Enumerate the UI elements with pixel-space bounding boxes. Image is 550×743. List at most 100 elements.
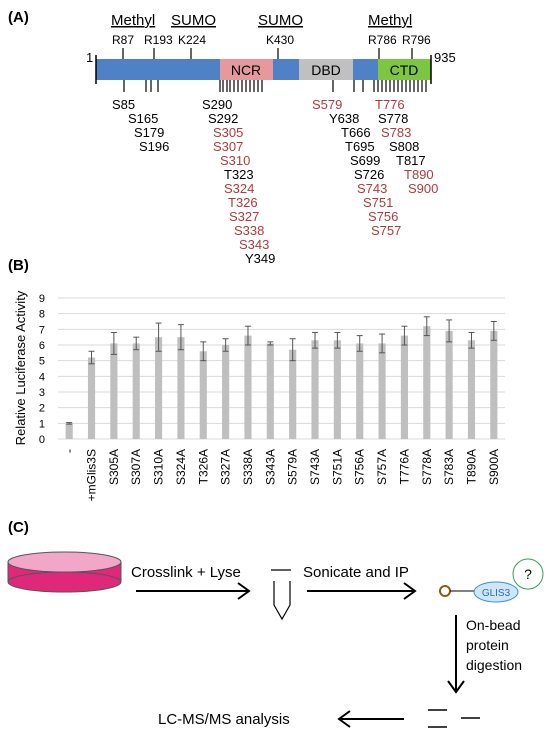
y-tick-label: 4 — [39, 371, 45, 383]
site-s743: S743 — [357, 181, 387, 196]
y-tick-label: 7 — [39, 324, 45, 336]
bar-S756A — [356, 343, 364, 439]
y-tick-label: 5 — [39, 356, 45, 368]
step-lcms-analysis: LC-MS/MS analysis — [158, 711, 290, 728]
bar-S783A — [445, 330, 453, 439]
site-t776: T776 — [375, 97, 405, 112]
ncr-label: NCR — [231, 62, 261, 78]
bar-S900A — [490, 330, 498, 439]
step-crosslink-lyse: Crosslink + Lyse — [131, 564, 241, 581]
ctd-domain — [378, 59, 431, 80]
bar-S310A — [154, 337, 163, 439]
top-site-k430: K430 — [266, 33, 294, 47]
top-site-k224: K224 — [178, 33, 206, 47]
arrow-left-icon — [337, 710, 404, 728]
chart-error-bars — [66, 316, 497, 425]
bar-S305A — [110, 343, 118, 439]
x-tick-label: +mGlis3S — [85, 449, 99, 501]
unknown-partner-label: ? — [524, 566, 532, 582]
panel-b-bar-chart: (B) Relative Luciferase Activity 0 1 2 3 4 5 6… — [8, 257, 505, 501]
sumo-left-label: SUMO — [171, 12, 216, 29]
site-s196: S196 — [139, 139, 169, 154]
site-t326: T326 — [228, 195, 258, 210]
site-s900: S900 — [408, 181, 438, 196]
arrow-right-2-icon — [307, 582, 417, 600]
site-s305: S305 — [213, 125, 243, 140]
bar-S343A — [266, 343, 274, 439]
x-tick-label: S757A — [375, 449, 389, 485]
tube-icon — [271, 569, 291, 621]
dbd-domain — [299, 59, 353, 80]
x-tick-label: - — [62, 449, 76, 453]
site-t695: T695 — [345, 139, 375, 154]
site-y638: Y638 — [329, 111, 359, 126]
bar-S307A — [132, 343, 140, 439]
site-s85: S85 — [112, 97, 135, 112]
phospho-site-ticks — [123, 80, 427, 92]
bar-T326A — [199, 351, 207, 439]
protein-end-label: 935 — [434, 50, 456, 65]
site-t817: T817 — [396, 153, 426, 168]
site-s307: S307 — [213, 139, 243, 154]
site-s783: S783 — [381, 125, 411, 140]
site-s778: S778 — [378, 111, 408, 126]
panel-a-label: (A) — [8, 9, 29, 26]
site-t323: T323 — [224, 167, 254, 182]
x-tick-label: S327A — [219, 449, 233, 485]
x-tick-label: S778A — [420, 449, 434, 485]
top-modification-ticks — [122, 48, 413, 59]
panel-b-label: (B) — [8, 257, 29, 274]
site-s756: S756 — [368, 209, 398, 224]
panel-c-workflow: (C) Crosslink + Lyse Sonicate and IP — [7, 519, 544, 728]
site-s343: S343 — [239, 237, 269, 252]
ip-complex-icon — [439, 558, 544, 603]
top-site-r87: R87 — [112, 33, 134, 47]
culture-dish-icon — [7, 551, 122, 593]
step-digestion-line1: On-bead — [466, 617, 520, 633]
sumo-mid-label: SUMO — [258, 12, 303, 29]
x-tick-label: S307A — [129, 449, 143, 485]
x-tick-label: S783A — [442, 449, 456, 485]
bar-T776A — [400, 335, 409, 439]
methyl-right-label: Methyl — [368, 12, 412, 29]
step-digestion-line3: digestion — [466, 657, 522, 673]
bar-+mGlis3S — [87, 357, 96, 439]
chart-x-labels: - +mGlis3S S305A S307A S310A S324A T326A S327A S… — [62, 449, 501, 501]
bar-S579A — [289, 349, 297, 439]
site-s179: S179 — [134, 125, 164, 140]
x-tick-label: S751A — [330, 449, 344, 485]
y-tick-label: 0 — [39, 434, 45, 446]
x-tick-label: S338A — [241, 449, 255, 485]
chart-y-ticks: 0 1 2 3 4 5 6 7 8 9 — [39, 293, 45, 446]
bar-S743A — [311, 340, 319, 439]
bar-S327A — [222, 345, 230, 439]
protein-start-label: 1 — [86, 50, 93, 65]
arrow-right-1-icon — [136, 582, 251, 600]
step-digestion-line2: protein — [466, 637, 509, 653]
x-tick-label: S756A — [353, 449, 367, 485]
bar-S778A — [423, 326, 431, 439]
y-tick-label: 1 — [39, 418, 45, 430]
site-s579: S579 — [312, 97, 342, 112]
bar-S338A — [244, 335, 252, 439]
x-tick-label: S900A — [487, 449, 501, 485]
bar-S751A — [333, 340, 341, 439]
chart-gridlines — [58, 297, 505, 440]
x-tick-label: S743A — [308, 449, 322, 485]
bar-S324A — [177, 337, 185, 439]
site-s310: S310 — [220, 153, 250, 168]
site-s726: S726 — [354, 167, 384, 182]
bar-- — [65, 423, 73, 439]
top-site-r786: R786 — [368, 33, 397, 47]
site-t890: T890 — [404, 167, 434, 182]
x-tick-label: T890A — [464, 449, 478, 484]
site-s757: S757 — [371, 223, 401, 238]
y-tick-label: 3 — [39, 387, 45, 399]
y-tick-label: 6 — [39, 340, 45, 352]
site-s165: S165 — [128, 111, 158, 126]
x-tick-label: S305A — [107, 449, 121, 485]
methyl-left-label: Methyl — [111, 12, 155, 29]
ctd-label: CTD — [390, 62, 419, 78]
site-s751: S751 — [363, 195, 393, 210]
